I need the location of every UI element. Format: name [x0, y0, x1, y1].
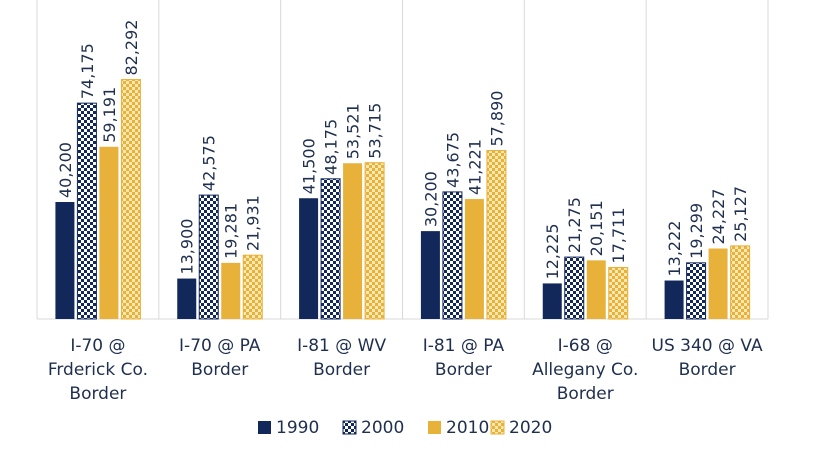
legend-label-1990: 1990 [276, 418, 319, 438]
data-label-2010: 59,191 [100, 87, 119, 143]
data-label-1990: 40,200 [56, 142, 75, 198]
bar-1990 [542, 283, 562, 319]
data-label-2010: 20,151 [587, 200, 606, 256]
data-label-1990: 12,225 [543, 223, 562, 279]
bar-2000 [442, 191, 463, 320]
bar-2020 [242, 254, 263, 320]
x-tick-label: I-68 @ [558, 336, 613, 356]
bar-2000 [198, 194, 219, 320]
bar-2000 [686, 262, 707, 320]
x-tick-label: Border [679, 360, 736, 380]
bar-2000 [76, 102, 97, 320]
bar-2000 [564, 256, 585, 320]
x-tick-label: Border [435, 360, 492, 380]
data-label-1990: 41,500 [300, 138, 319, 194]
bar-2010 [343, 163, 363, 319]
bar-2020 [120, 79, 141, 320]
bar-2010 [99, 146, 119, 319]
bar-2020 [364, 162, 385, 320]
data-label-2020: 53,715 [366, 103, 385, 159]
data-label-1990: 13,222 [665, 221, 684, 277]
bar-1990 [664, 280, 684, 319]
data-label-2010: 19,281 [222, 203, 241, 259]
legend-label-2010: 2010 [446, 418, 489, 438]
data-label-1990: 30,200 [421, 171, 440, 227]
legend-swatch-1990 [258, 421, 271, 434]
x-tick-label: I-81 @ WV [297, 336, 386, 356]
data-label-2010: 53,521 [344, 103, 363, 159]
data-label-2000: 74,175 [78, 43, 97, 99]
x-tick-label: Border [313, 360, 370, 380]
data-label-2020: 57,890 [487, 91, 506, 147]
data-label-2020: 21,931 [244, 195, 263, 251]
legend-swatch-2010 [428, 421, 441, 434]
data-label-1990: 13,900 [178, 219, 197, 275]
bar-1990 [55, 202, 75, 319]
bar-2020 [730, 245, 751, 320]
x-tick-label: US 340 @ VA [652, 336, 763, 356]
x-tick-label: Border [69, 384, 126, 404]
bar-2020 [486, 150, 507, 320]
data-label-2010: 24,227 [709, 189, 728, 245]
bar-2010 [221, 262, 241, 319]
data-label-2000: 19,299 [687, 203, 706, 259]
data-label-2000: 43,675 [443, 132, 462, 188]
data-label-2000: 42,575 [200, 135, 219, 191]
bar-2010 [586, 260, 606, 319]
x-tick-label: I-70 @ PA [179, 336, 261, 356]
data-label-2000: 48,175 [322, 119, 341, 175]
bar-1990 [420, 231, 440, 319]
legend-swatch-2000 [342, 420, 357, 435]
x-tick-label: Frderick Co. [48, 360, 148, 380]
bar-2010 [464, 199, 484, 319]
bar-2020 [608, 266, 629, 320]
bar-2010 [708, 248, 728, 319]
x-tick-label: Allegany Co. [532, 360, 638, 380]
x-tick-label: I-81 @ PA [423, 336, 505, 356]
x-tick-label: I-70 @ [70, 336, 125, 356]
x-tick-label: Border [557, 384, 614, 404]
bar-2000 [320, 178, 341, 320]
legend-swatch-2020 [490, 420, 505, 435]
data-label-2020: 17,711 [609, 207, 628, 263]
data-label-2000: 21,275 [565, 197, 584, 253]
legend-label-2000: 2000 [361, 418, 404, 438]
bar-1990 [299, 198, 319, 319]
data-label-2020: 82,292 [122, 20, 141, 76]
bar-1990 [177, 278, 197, 319]
data-label-2020: 25,127 [731, 186, 750, 242]
legend-label-2020: 2020 [509, 418, 552, 438]
data-label-2010: 41,221 [465, 139, 484, 195]
x-tick-label: Border [191, 360, 248, 380]
